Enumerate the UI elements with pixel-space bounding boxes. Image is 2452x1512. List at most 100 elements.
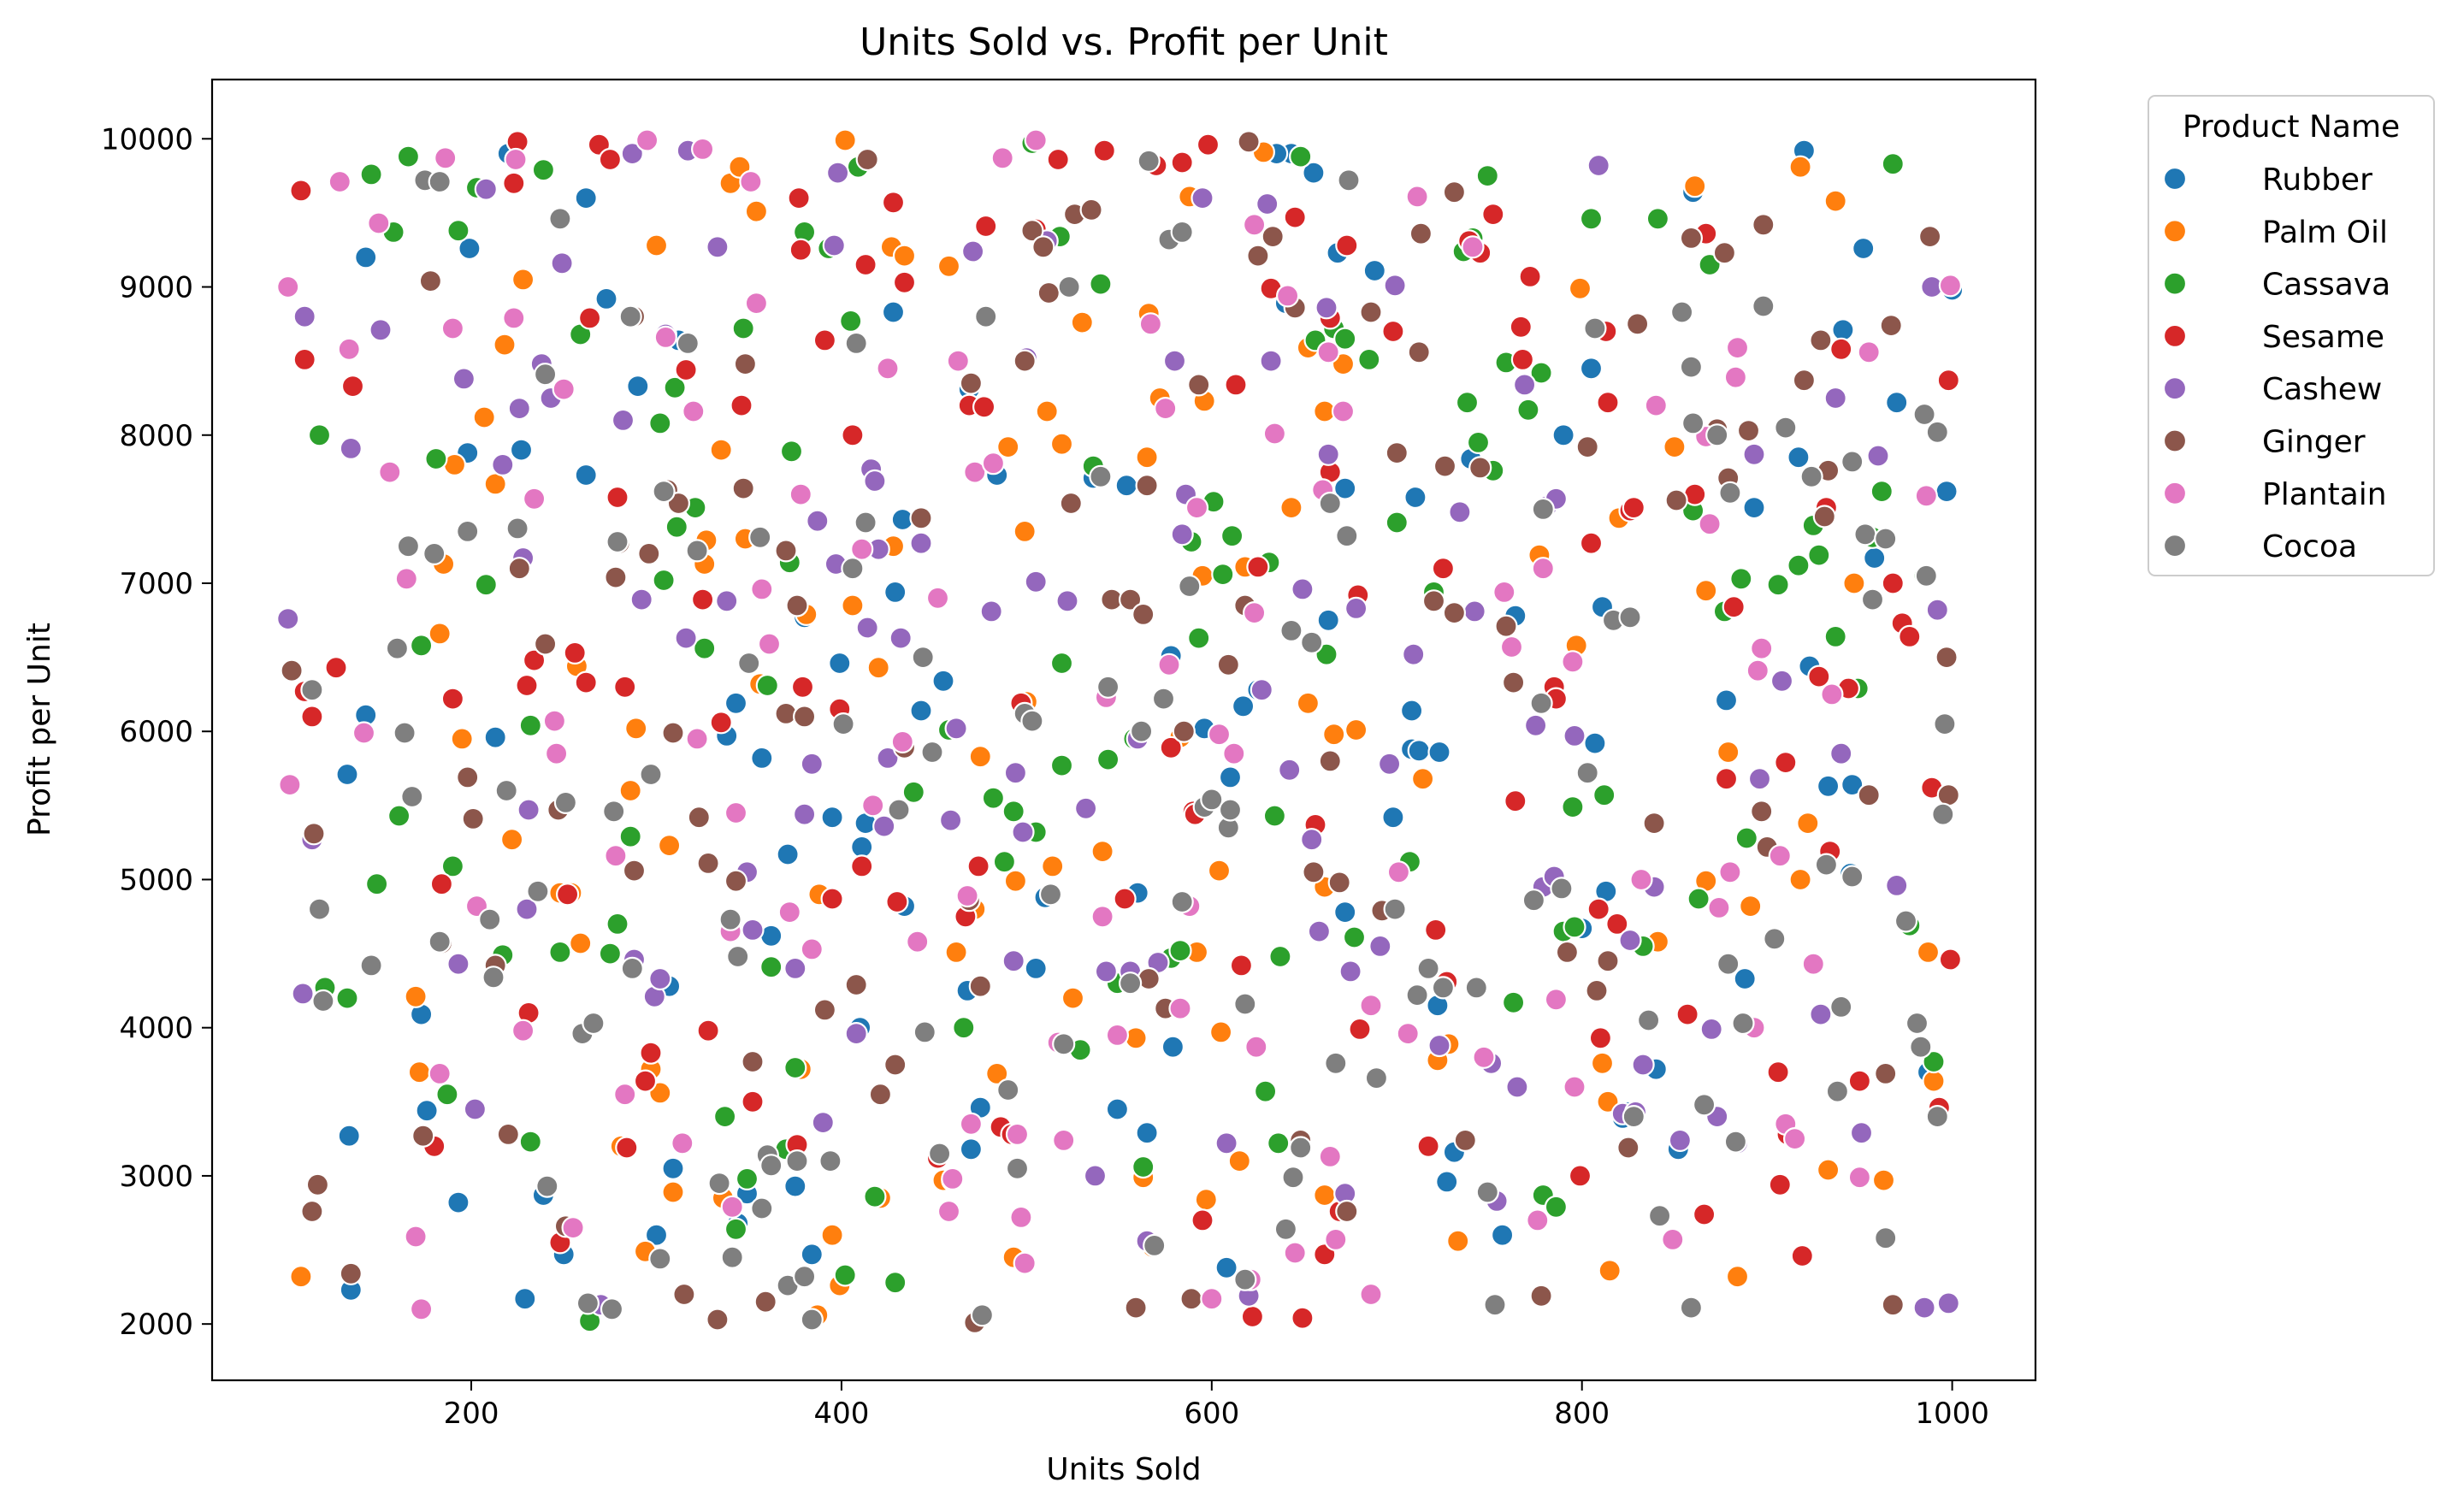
data-point: [1261, 225, 1285, 249]
data-point: [1512, 373, 1537, 397]
data-point: [648, 1247, 672, 1271]
data-point: [1787, 446, 1811, 470]
data-point: [1510, 347, 1535, 371]
legend: Product Name Rubber Palm Oil Cassava Sesame…: [2148, 95, 2435, 576]
data-point: [1300, 630, 1324, 654]
data-point: [446, 952, 470, 976]
legend-label: Cashew: [2262, 372, 2382, 407]
data-point: [1669, 300, 1694, 324]
data-point: [1914, 484, 1938, 508]
data-point: [1716, 952, 1740, 976]
data-point: [1551, 423, 1575, 447]
data-point: [1852, 236, 1876, 261]
data-point: [1698, 512, 1722, 536]
data-point: [1714, 688, 1739, 712]
data-point: [517, 798, 541, 822]
data-point: [522, 487, 547, 511]
data-point: [300, 1199, 324, 1224]
data-point: [1300, 828, 1324, 852]
data-point: [604, 565, 628, 589]
data-point: [909, 699, 933, 723]
data-point: [1001, 949, 1025, 973]
data-point: [1739, 894, 1763, 918]
data-point: [1359, 1282, 1383, 1307]
data-point: [1338, 960, 1362, 983]
data-point: [531, 158, 556, 182]
data-point: [1809, 328, 1833, 352]
y-tick-label: 7000: [119, 567, 193, 601]
data-point: [1214, 1255, 1238, 1279]
data-point: [359, 954, 383, 977]
data-point: [671, 1131, 694, 1155]
data-point: [1874, 1061, 1898, 1086]
data-point: [876, 746, 900, 771]
data-point: [941, 1166, 965, 1191]
data-point: [1629, 867, 1653, 892]
data-point: [1636, 1008, 1661, 1032]
data-point: [1253, 1079, 1278, 1103]
data-point: [1847, 1166, 1871, 1190]
data-point: [1583, 316, 1607, 340]
data-point: [1687, 887, 1710, 911]
data-point: [863, 469, 887, 493]
data-point: [422, 541, 446, 566]
data-point: [1222, 741, 1246, 765]
legend-item-rubber: Rubber: [2162, 162, 2372, 198]
data-point: [1870, 479, 1894, 504]
data-point: [938, 808, 963, 832]
data-point: [1579, 357, 1604, 381]
legend-marker: [2162, 323, 2188, 348]
chart-title: Units Sold vs. Profit per Unit: [860, 21, 1388, 64]
data-point: [1790, 1243, 1814, 1268]
data-point: [491, 452, 515, 477]
data-point: [1386, 860, 1411, 884]
data-point: [820, 887, 844, 911]
data-point: [1526, 1208, 1550, 1232]
data-point: [1922, 1069, 1946, 1093]
data-point: [396, 145, 420, 168]
y-axis-label: Profit per Unit: [22, 623, 57, 836]
data-point: [661, 1180, 685, 1204]
data-point: [418, 269, 442, 293]
data-point: [410, 634, 434, 658]
data-point: [1200, 788, 1224, 812]
data-point: [450, 727, 474, 751]
data-point: [783, 1055, 807, 1080]
data-point: [861, 794, 885, 818]
data-point: [1157, 653, 1181, 676]
data-point: [663, 375, 687, 399]
data-point: [665, 515, 688, 539]
data-point: [789, 482, 812, 506]
data-point: [690, 588, 715, 611]
data-point: [1114, 474, 1138, 498]
data-point: [1315, 296, 1338, 320]
data-point: [1675, 1002, 1699, 1026]
data-point: [548, 207, 572, 231]
data-point: [1289, 1136, 1313, 1160]
data-point: [1770, 669, 1794, 693]
data-point: [682, 399, 706, 423]
data-point: [644, 233, 669, 257]
data-point: [1586, 897, 1610, 921]
data-point: [696, 1019, 720, 1042]
data-point: [952, 1016, 976, 1040]
data-point: [1857, 340, 1881, 364]
data-point: [1381, 806, 1405, 830]
data-point: [1707, 895, 1731, 920]
data-point: [1283, 205, 1307, 229]
data-point: [1013, 1251, 1037, 1275]
data-point: [478, 907, 502, 931]
data-point: [1529, 691, 1553, 715]
data-point: [1433, 454, 1457, 478]
data-point: [1001, 800, 1025, 824]
data-point: [1011, 820, 1035, 844]
x-axis-label: Units Sold: [1046, 1452, 1201, 1487]
y-tick-label: 2000: [119, 1308, 193, 1342]
data-point: [613, 1083, 637, 1107]
data-point: [855, 616, 879, 640]
data-point: [992, 850, 1017, 874]
data-point: [1409, 221, 1433, 245]
data-point: [661, 721, 685, 745]
data-point: [644, 1223, 669, 1247]
